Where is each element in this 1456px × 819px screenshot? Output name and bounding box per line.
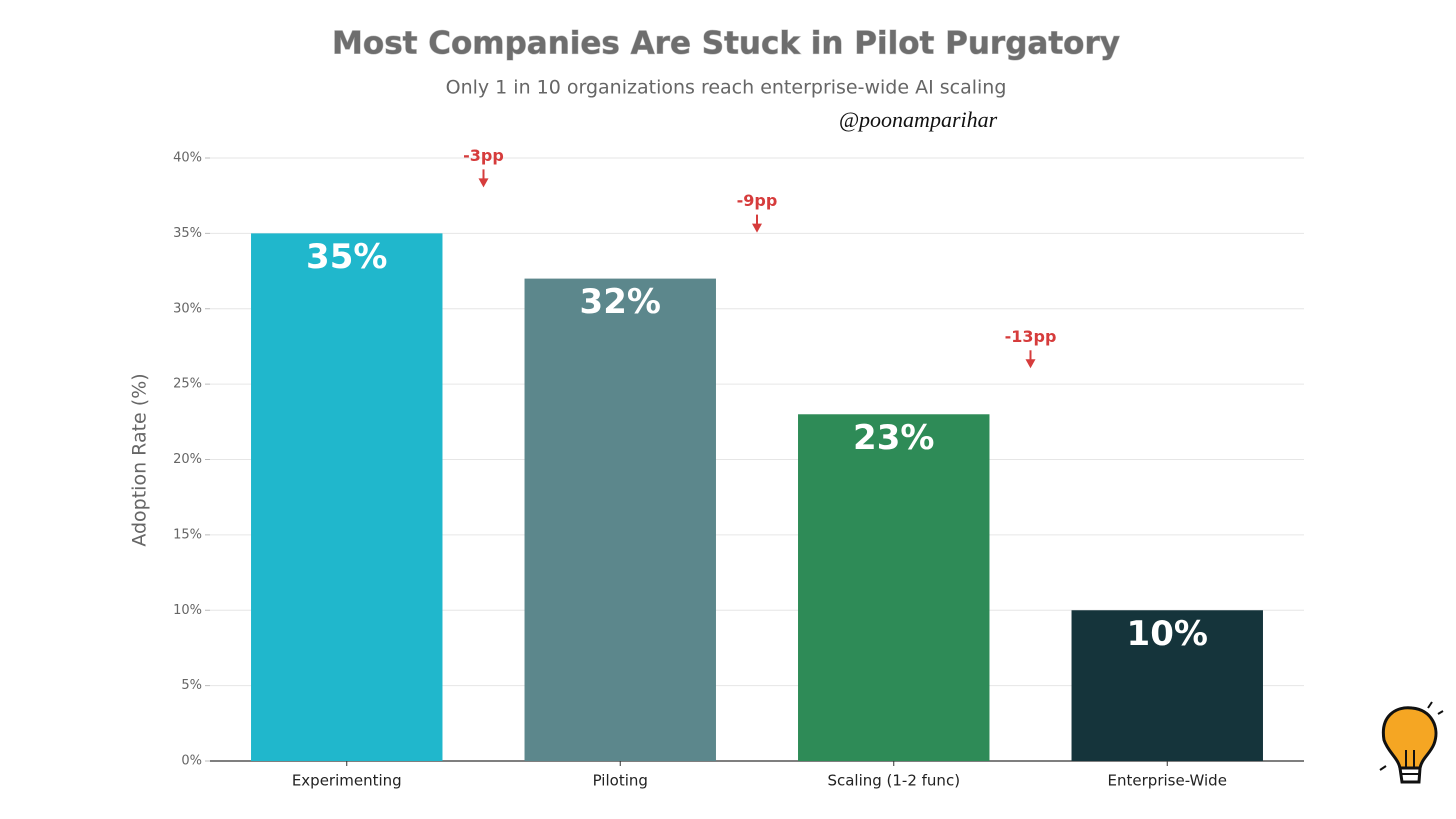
y-tick-label: 25% [173, 377, 202, 392]
value-label: 35% [306, 237, 387, 277]
x-tick-label: Piloting [593, 772, 648, 790]
x-tick-label: Experimenting [292, 772, 402, 790]
bar [798, 414, 990, 761]
value-label: 10% [1127, 614, 1208, 654]
y-tick-label: 40% [173, 151, 202, 166]
x-tick-label: Enterprise-Wide [1108, 772, 1227, 790]
watermark: @poonamparihar [839, 107, 998, 132]
lightbulb-icon [1379, 701, 1444, 784]
x-tick-label: Scaling (1-2 func) [827, 772, 960, 790]
chart-title: Most Companies Are Stuck in Pilot Purgat… [332, 26, 1120, 62]
chart-subtitle: Only 1 in 10 organizations reach enterpr… [446, 77, 1007, 99]
y-axis-label: Adoption Rate (%) [129, 373, 151, 546]
annotation: -13pp [1005, 327, 1057, 346]
annotation: -3pp [463, 146, 504, 165]
y-tick-label: 0% [181, 754, 202, 769]
bar [524, 278, 716, 761]
annotation-arrowhead [478, 178, 489, 188]
y-tick-label: 10% [173, 603, 202, 618]
bar [251, 233, 443, 761]
y-tick-label: 30% [173, 301, 202, 316]
annotation: -9pp [737, 191, 778, 210]
annotation-arrowhead [1025, 359, 1036, 369]
annotation-arrowhead [752, 223, 762, 233]
y-tick-label: 5% [181, 678, 202, 693]
y-tick-label: 35% [173, 226, 202, 241]
value-label: 32% [580, 282, 661, 322]
y-tick-label: 20% [173, 452, 202, 467]
value-label: 23% [853, 418, 934, 458]
bar [1071, 610, 1263, 761]
y-tick-label: 15% [173, 527, 202, 542]
